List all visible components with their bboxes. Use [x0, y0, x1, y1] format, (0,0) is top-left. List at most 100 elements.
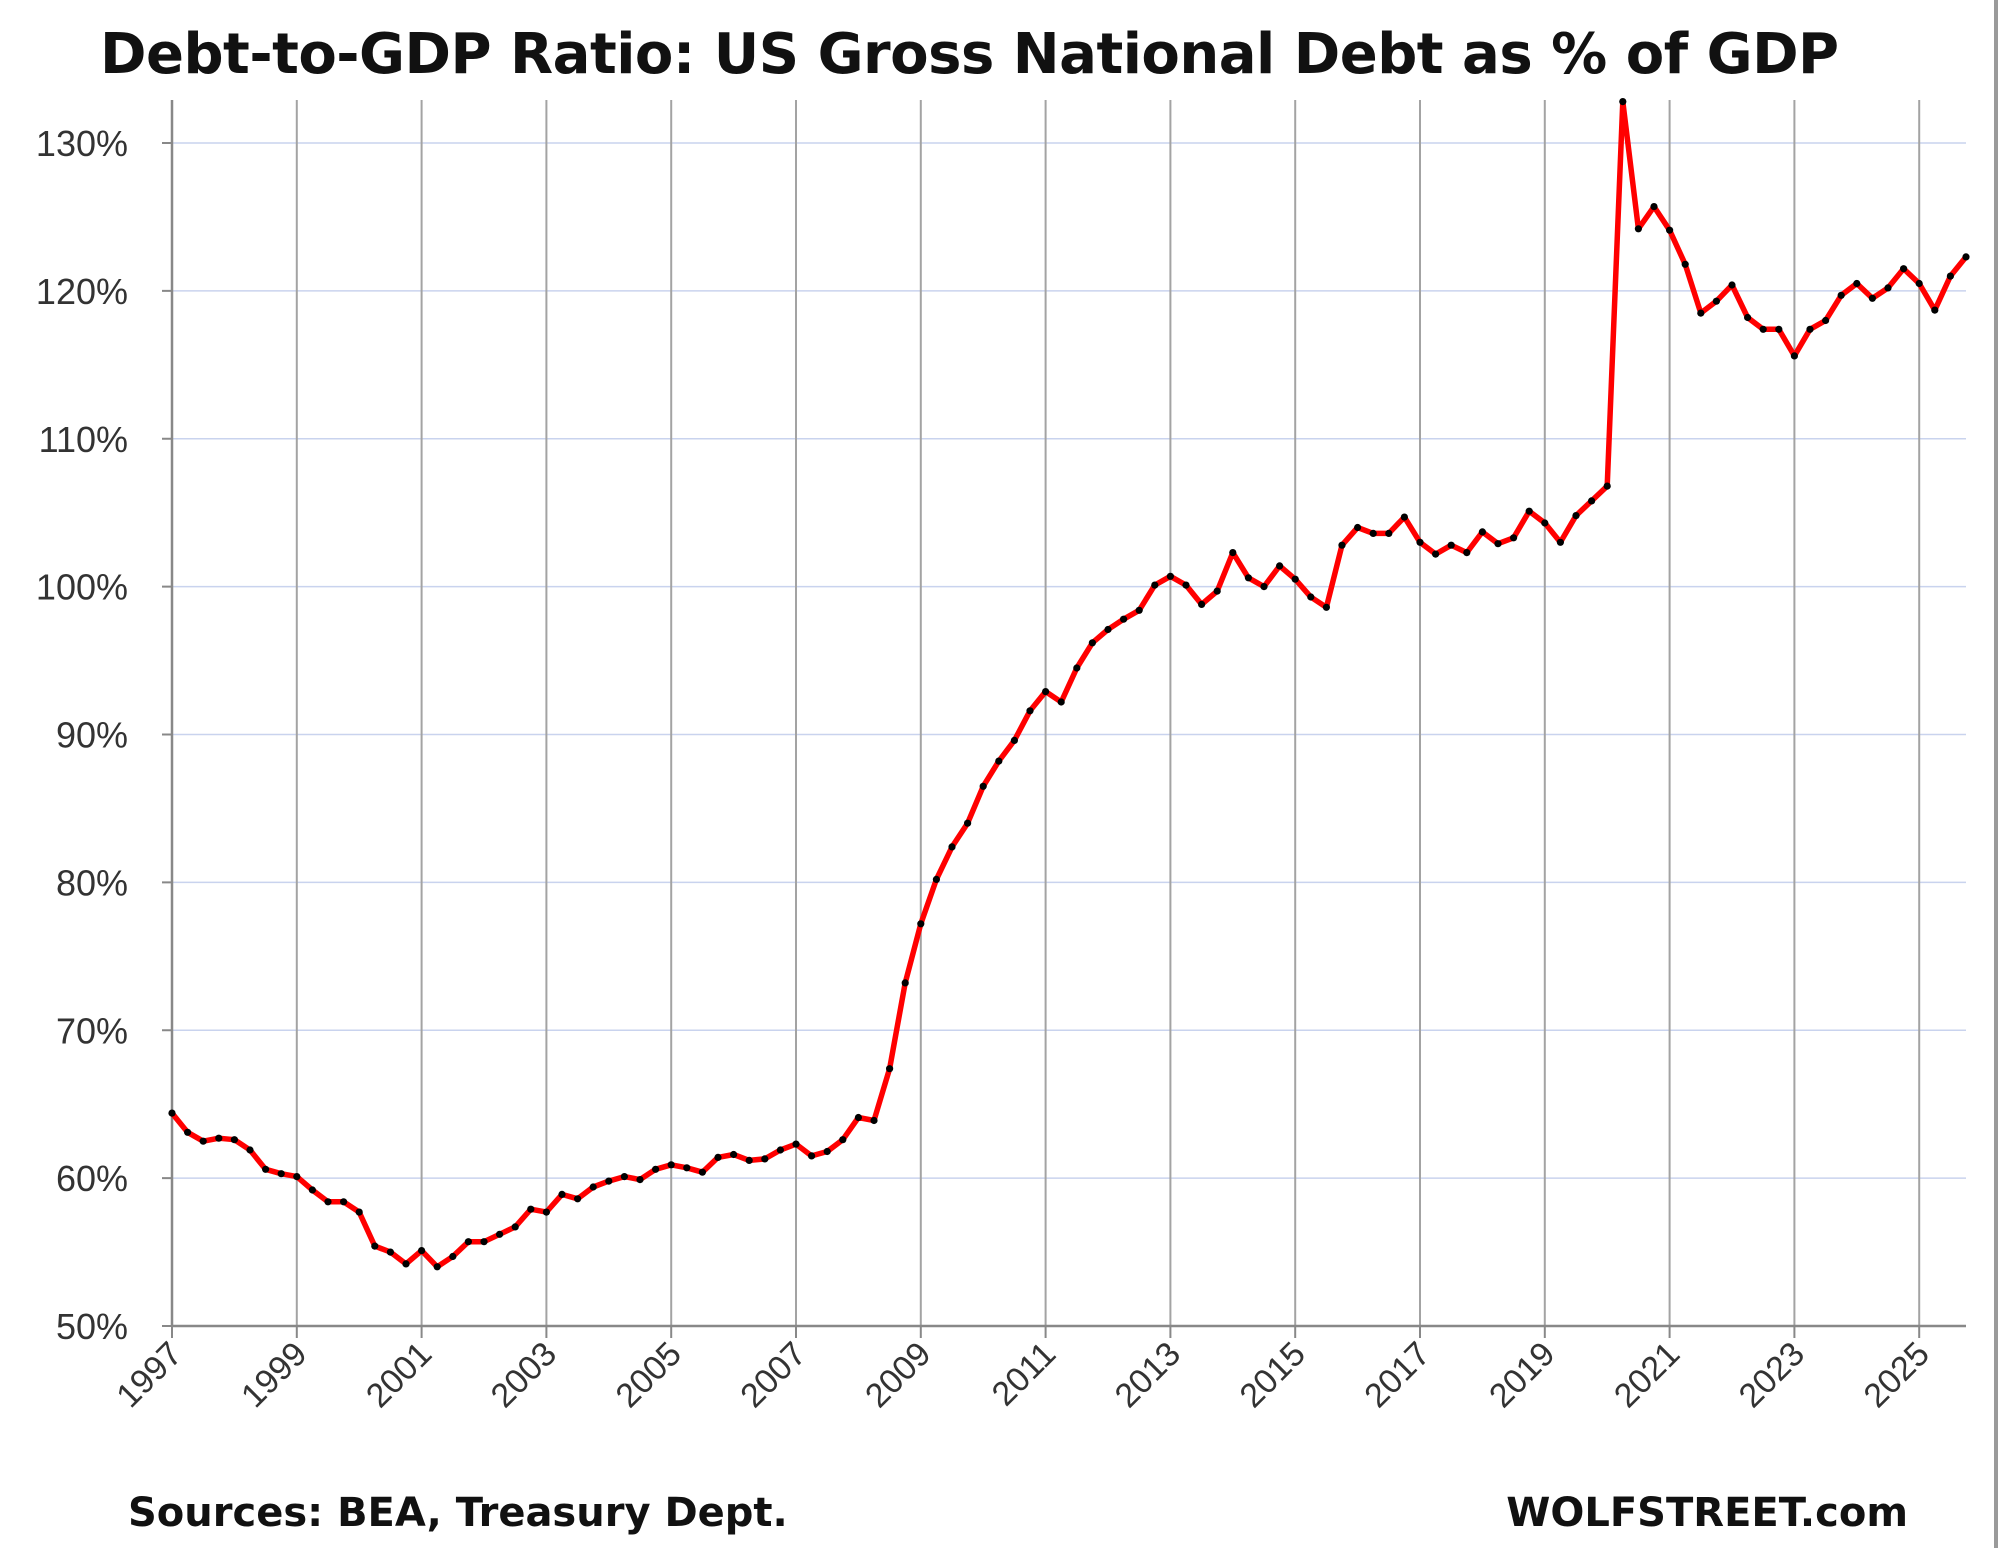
data-point	[1432, 550, 1440, 558]
data-point	[1198, 600, 1206, 609]
data-point	[1697, 309, 1705, 317]
data-point	[402, 1260, 410, 1268]
data-point	[1946, 272, 1954, 280]
x-tick-label: 2017	[1357, 1335, 1437, 1415]
data-point	[480, 1238, 488, 1246]
data-point	[1775, 325, 1783, 333]
data-point	[1510, 534, 1518, 542]
y-tick-label: 130%	[36, 123, 128, 164]
data-point	[1073, 664, 1081, 672]
data-point	[1650, 203, 1658, 211]
data-point	[620, 1173, 629, 1181]
data-point	[823, 1147, 831, 1156]
x-tick-label: 2009	[858, 1335, 938, 1415]
data-point	[1229, 549, 1237, 557]
data-point	[1416, 538, 1424, 546]
data-point	[1588, 497, 1596, 505]
x-tick-label: 1999	[234, 1335, 314, 1415]
data-point	[558, 1190, 566, 1198]
data-point	[808, 1152, 816, 1160]
data-point	[355, 1208, 363, 1216]
data-point	[1354, 523, 1362, 532]
y-tick-label: 60%	[56, 1158, 128, 1199]
data-point	[886, 1065, 894, 1073]
data-point	[698, 1168, 707, 1176]
data-point	[1868, 294, 1876, 302]
y-tick-label: 50%	[56, 1306, 128, 1347]
data-point	[1385, 529, 1393, 538]
y-tick-label: 90%	[56, 715, 128, 756]
data-point	[574, 1195, 582, 1203]
data-point	[1603, 482, 1611, 490]
data-point	[1369, 529, 1377, 538]
data-point	[527, 1205, 535, 1213]
data-point	[246, 1146, 254, 1154]
data-point	[1728, 281, 1736, 289]
vertical-gridlines	[171, 100, 1921, 1326]
data-point	[1260, 583, 1268, 591]
data-point	[745, 1156, 753, 1164]
x-tick-label: 2007	[733, 1335, 813, 1415]
x-tick-label: 2015	[1233, 1335, 1313, 1415]
brand-label: WOLFSTREET.com	[1506, 1490, 1908, 1536]
x-axis-tick-labels: 1997 1999 2001 2003 2005 2007 2009 2011 2013 2015…	[109, 1335, 1937, 1415]
data-point	[1135, 606, 1143, 614]
data-point	[464, 1238, 472, 1246]
data-point	[1884, 284, 1892, 292]
data-point	[1556, 538, 1564, 546]
data-point	[1104, 625, 1112, 634]
horizontal-gridlines	[172, 142, 1966, 1327]
data-point	[1837, 291, 1845, 299]
data-point	[277, 1170, 285, 1178]
data-point	[1541, 519, 1549, 527]
data-point	[1619, 98, 1627, 106]
data-point	[1572, 511, 1580, 520]
data-point	[1213, 587, 1221, 595]
data-point	[667, 1161, 675, 1169]
data-point	[1681, 260, 1689, 268]
data-point	[1494, 540, 1502, 548]
data-point	[1744, 313, 1752, 322]
data-point	[1900, 265, 1908, 273]
source-note: Sources: BEA, Treasury Dept.	[128, 1490, 788, 1536]
y-tick-label: 80%	[56, 862, 128, 903]
data-point	[1447, 541, 1455, 549]
y-tick-label: 110%	[39, 419, 128, 460]
data-point	[418, 1247, 426, 1255]
data-point	[1338, 541, 1346, 549]
data-point	[1790, 352, 1798, 360]
data-point	[870, 1116, 878, 1125]
data-point	[1291, 575, 1299, 583]
data-point	[262, 1165, 270, 1173]
data-point	[293, 1173, 301, 1181]
x-tick-label: 2011	[985, 1335, 1064, 1414]
data-point	[1806, 325, 1814, 333]
x-tick-label: 2023	[1732, 1335, 1812, 1415]
axes	[162, 100, 1966, 1338]
data-point	[324, 1198, 332, 1206]
data-point	[1151, 581, 1159, 589]
data-point	[1634, 225, 1642, 233]
data-point	[979, 782, 987, 790]
x-tick-label: 2013	[1108, 1335, 1188, 1415]
x-tick-label: 2005	[609, 1335, 689, 1415]
data-point	[433, 1263, 441, 1271]
data-point	[964, 819, 972, 827]
data-point	[1042, 688, 1050, 696]
data-point	[1478, 528, 1486, 536]
x-tick-label: 2001	[359, 1335, 439, 1415]
y-axis-tick-labels: 50% 60% 70% 80% 90% 100% 110% 120% 130%	[36, 123, 128, 1347]
y-tick-label: 70%	[56, 1010, 128, 1051]
data-point	[1307, 593, 1315, 601]
data-point	[854, 1113, 863, 1122]
data-point	[1962, 253, 1970, 261]
data-point	[1853, 279, 1861, 288]
data-point	[730, 1150, 738, 1159]
data-point	[542, 1208, 551, 1216]
x-tick-label: 2021	[1607, 1335, 1687, 1415]
x-tick-label: 2025	[1857, 1335, 1937, 1415]
data-point	[1822, 316, 1830, 325]
y-tick-label: 120%	[36, 271, 128, 312]
data-point	[917, 920, 925, 928]
